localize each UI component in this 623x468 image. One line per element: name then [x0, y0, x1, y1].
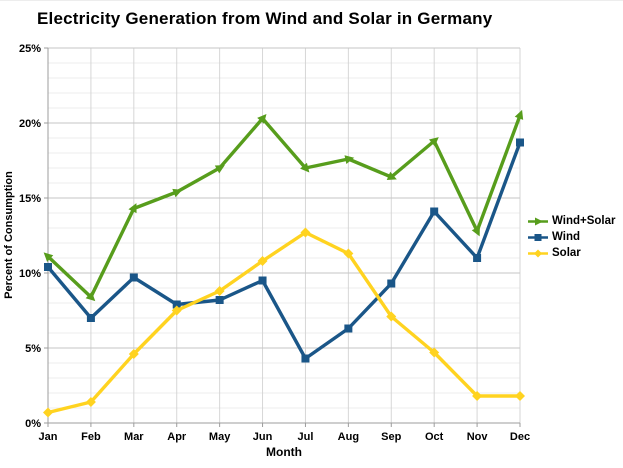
wind-solar-data-point-marker — [257, 113, 267, 124]
wind-data-point-marker — [430, 207, 439, 216]
y-tick-label: 25% — [19, 43, 41, 55]
x-tick-label: May — [209, 431, 231, 443]
wind-data-point-marker — [215, 296, 224, 304]
wind-solar-data-point-marker — [300, 162, 310, 173]
legend-label: Wind+Solar — [552, 215, 616, 227]
wind-data-point-marker — [387, 279, 396, 288]
wind-solar-data-point-marker — [85, 291, 96, 302]
wind-data-point-marker — [172, 300, 181, 309]
solar-data-point-marker — [472, 391, 483, 401]
y-tick-label: 15% — [19, 193, 41, 205]
wind-data-point-marker — [86, 314, 95, 322]
y-tick-label: 10% — [19, 268, 41, 280]
series-wind-solar — [43, 109, 524, 302]
legend-item-wind: Wind — [527, 229, 615, 245]
y-axis-title: Percent of Consumption — [3, 171, 15, 299]
legend-label: Wind — [552, 231, 580, 243]
x-tick-label: Dec — [510, 431, 530, 443]
legend-item-solar: Solar — [527, 245, 615, 261]
chart-title: Electricity Generation from Wind and Sol… — [37, 9, 493, 28]
wind-solar-data-point-marker — [214, 165, 225, 174]
x-tick-label: Apr — [167, 431, 187, 443]
wind-solar-data-point-marker — [172, 188, 183, 198]
wind-solar-legend-marker — [528, 217, 548, 225]
legend-diamond-marker — [534, 249, 542, 257]
x-tick-label: Feb — [81, 431, 101, 443]
wind-solar-data-point-marker — [128, 203, 137, 214]
wind-solar-data-point-marker — [428, 137, 439, 147]
wind-data-point-marker — [344, 324, 353, 333]
solar-data-point-marker — [386, 311, 397, 322]
wind-data-point-marker — [516, 138, 524, 147]
y-tick-label: 20% — [19, 118, 41, 130]
wind-solar-data-point-marker — [514, 109, 524, 120]
x-tick-label: Aug — [338, 431, 359, 443]
legend-square-marker — [534, 233, 542, 241]
x-tick-label: Mar — [124, 431, 144, 443]
wind-solar-data-point-marker — [386, 171, 397, 180]
x-tick-label: Jul — [298, 431, 314, 443]
solar-data-point-marker — [300, 227, 311, 238]
x-axis-title: Month — [266, 445, 302, 459]
wind-legend-marker — [528, 233, 548, 241]
solar-data-point-marker — [515, 391, 525, 401]
wind-data-point-marker — [258, 276, 267, 285]
solar-data-point-marker — [343, 248, 354, 259]
solar-data-point-marker — [214, 286, 225, 296]
solar-data-point-marker — [43, 407, 53, 418]
solar-data-point-marker — [85, 397, 96, 407]
y-tick-label: 0% — [25, 418, 41, 430]
x-tick-label: Oct — [425, 431, 444, 443]
wind-data-point-marker — [301, 354, 310, 363]
solar-data-point-marker — [257, 256, 268, 266]
series-line — [46, 114, 522, 299]
series-line — [47, 230, 520, 415]
wind-data-point-marker — [473, 254, 482, 262]
solar-legend-marker — [528, 249, 548, 257]
solar-data-point-marker — [429, 347, 440, 358]
chart-legend: Wind+Solar Wind Solar — [527, 213, 615, 261]
series-solar — [43, 227, 525, 418]
legend-label: Solar — [552, 247, 581, 259]
x-tick-label: Jun — [253, 431, 273, 443]
wind-solar-data-point-marker — [43, 252, 54, 262]
wind-solar-data-point-marker — [344, 155, 355, 165]
y-tick-label: 5% — [25, 343, 41, 355]
wind-data-point-marker — [44, 263, 52, 271]
solar-data-point-marker — [171, 305, 182, 316]
wind-solar-data-point-marker — [471, 226, 480, 237]
series-line — [46, 141, 522, 361]
wind-data-point-marker — [129, 273, 138, 282]
legend-arrow-marker — [535, 217, 543, 225]
x-tick-label: Nov — [467, 431, 489, 443]
legend-item-wind-solar: Wind+Solar — [527, 213, 615, 229]
series-wind — [44, 138, 524, 363]
x-tick-label: Jan — [39, 431, 58, 443]
x-tick-label: Sep — [381, 431, 401, 443]
solar-data-point-marker — [128, 349, 139, 359]
